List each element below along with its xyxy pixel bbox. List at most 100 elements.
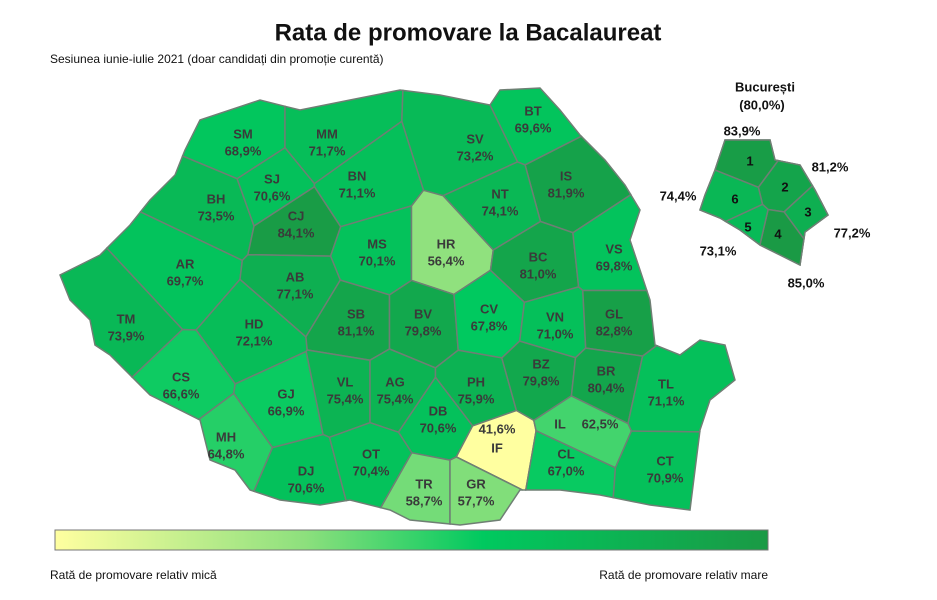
county-rate: 81,1%: [338, 323, 375, 338]
county-rate: 70,6%: [254, 188, 291, 203]
legend-low: Rată de promovare relativ mică: [50, 568, 217, 582]
county-code: SJ: [264, 171, 280, 186]
county-rate: 79,8%: [405, 323, 442, 338]
county-code: BC: [529, 249, 548, 264]
county-rate: 68,9%: [225, 143, 262, 158]
county-rate: 81,9%: [548, 185, 585, 200]
bucharest-rate: (80,0%): [739, 97, 785, 112]
bucharest-name: București: [735, 79, 795, 94]
sector-number: 2: [781, 179, 788, 194]
county-code: BN: [348, 168, 367, 183]
county-rate: 71,7%: [309, 143, 346, 158]
county-code: BV: [414, 306, 432, 321]
sector-number: 3: [804, 204, 811, 219]
county-rate: 70,9%: [647, 470, 684, 485]
county-rate: 73,9%: [108, 328, 145, 343]
county-code: GR: [466, 476, 486, 491]
county: [59, 247, 184, 379]
county-code: MH: [216, 429, 236, 444]
county-code: VL: [337, 374, 354, 389]
county-code: HD: [245, 316, 264, 331]
sector: [699, 169, 764, 223]
county-rate: 69,6%: [515, 120, 552, 135]
county-rate: 64,8%: [208, 446, 245, 461]
county-code: BR: [597, 363, 616, 378]
county-rate: 73,2%: [457, 148, 494, 163]
county-code: TL: [658, 376, 674, 391]
county-code: HR: [437, 236, 456, 251]
sector-number: 1: [746, 153, 753, 168]
county-code: IS: [560, 168, 573, 183]
county-rate: 80,4%: [588, 380, 625, 395]
county-rate: 67,8%: [471, 318, 508, 333]
county-rate: 70,6%: [288, 480, 325, 495]
county-rate: 71,1%: [648, 393, 685, 408]
county-code: CJ: [288, 208, 305, 223]
county: [612, 430, 701, 511]
county-rate: 71,0%: [537, 326, 574, 341]
county-rate: 70,6%: [420, 420, 457, 435]
subtitle: Sesiunea iunie-iulie 2021 (doar candidaț…: [50, 52, 384, 66]
sector-rate: 85,0%: [788, 275, 825, 290]
sector-number: 5: [744, 219, 751, 234]
county-code: GJ: [277, 386, 294, 401]
county-code: CV: [480, 301, 498, 316]
county-rate: 84,1%: [278, 225, 315, 240]
county-rate: 41,6%: [479, 421, 516, 436]
sector-number: 6: [731, 191, 738, 206]
legend-scale: [54, 529, 769, 551]
legend-high: Rată de promovare relativ mare: [599, 568, 768, 582]
county-rate: 75,9%: [458, 391, 495, 406]
county-code: VS: [605, 241, 623, 256]
county-rate: 79,8%: [523, 373, 560, 388]
county-rate: 66,6%: [163, 386, 200, 401]
county-code: MM: [316, 126, 338, 141]
county-rate: 69,7%: [167, 273, 204, 288]
county-code: VN: [546, 309, 564, 324]
county-code: BZ: [532, 356, 549, 371]
county-rate: 73,5%: [198, 208, 235, 223]
sector-rate: 81,2%: [812, 159, 849, 174]
county-code: AG: [385, 374, 405, 389]
county-rate: 66,9%: [268, 403, 305, 418]
county-code: GL: [605, 306, 623, 321]
county-code: SB: [347, 306, 365, 321]
county-code: PH: [467, 374, 485, 389]
county-rate: 74,1%: [482, 203, 519, 218]
county-rate: 62,5%: [582, 416, 619, 431]
sector-number: 4: [774, 226, 782, 241]
county-code: SV: [466, 131, 484, 146]
title: Rata de promovare la Bacalaureat: [275, 19, 662, 46]
county-code: TM: [117, 311, 136, 326]
county-rate: 70,4%: [353, 463, 390, 478]
county-rate: 75,4%: [377, 391, 414, 406]
county-rate: 82,8%: [596, 323, 633, 338]
county-rate: 70,1%: [359, 253, 396, 268]
county-rate: 57,7%: [458, 493, 495, 508]
county-code: DB: [429, 403, 448, 418]
county-code: CT: [656, 453, 673, 468]
county-code: CL: [557, 446, 574, 461]
county-code: TR: [415, 476, 433, 491]
county-code: MS: [367, 236, 387, 251]
county-rate: 72,1%: [236, 333, 273, 348]
sector-rate: 83,9%: [724, 123, 761, 138]
county: [627, 339, 736, 433]
county-rate: 81,0%: [520, 266, 557, 281]
county-code: OT: [362, 446, 380, 461]
county: [449, 456, 523, 526]
county: [328, 421, 413, 509]
county-rate: 67,0%: [548, 463, 585, 478]
county-rate: 56,4%: [428, 253, 465, 268]
county-code: DJ: [298, 463, 315, 478]
county-code: IF: [491, 440, 503, 455]
county-rate: 69,8%: [596, 258, 633, 273]
sector-rate: 77,2%: [834, 225, 871, 240]
county: [252, 433, 348, 506]
sector-rate: 73,1%: [700, 243, 737, 258]
county-rate: 71,1%: [339, 185, 376, 200]
county-rate: 75,4%: [327, 391, 364, 406]
county-code: BT: [524, 103, 541, 118]
county-code: BH: [207, 191, 226, 206]
